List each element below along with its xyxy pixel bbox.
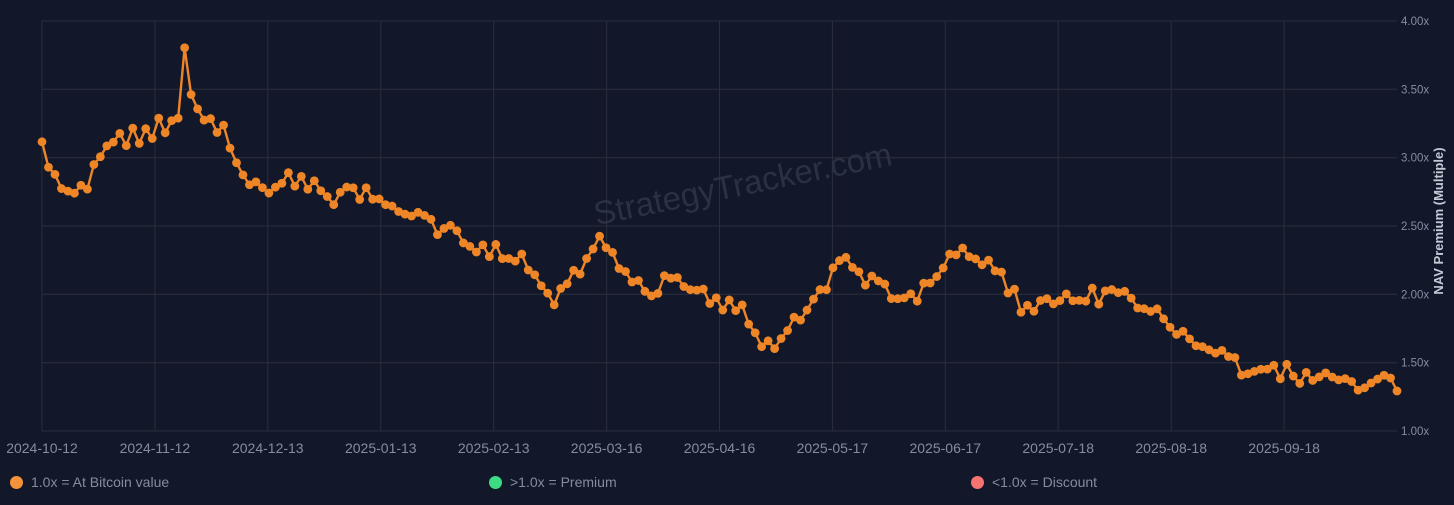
svg-text:2025-01-13: 2025-01-13: [345, 440, 417, 456]
svg-text:4.00x: 4.00x: [1401, 16, 1429, 28]
svg-text:2025-06-17: 2025-06-17: [909, 440, 981, 456]
svg-text:2025-09-18: 2025-09-18: [1248, 440, 1320, 456]
svg-text:3.50x: 3.50x: [1401, 84, 1429, 96]
svg-text:2.50x: 2.50x: [1401, 221, 1429, 233]
svg-text:3.00x: 3.00x: [1401, 153, 1429, 165]
svg-text:1.50x: 1.50x: [1401, 358, 1429, 370]
svg-text:2025-07-18: 2025-07-18: [1022, 440, 1094, 456]
svg-text:1.00x: 1.00x: [1401, 426, 1429, 438]
svg-text:NAV Premium (Multiple): NAV Premium (Multiple): [1431, 147, 1446, 294]
svg-text:2025-08-18: 2025-08-18: [1135, 440, 1207, 456]
svg-text:2025-04-16: 2025-04-16: [684, 440, 756, 456]
svg-text:2025-05-17: 2025-05-17: [797, 440, 869, 456]
svg-text:2024-12-13: 2024-12-13: [232, 440, 304, 456]
svg-text:2025-03-16: 2025-03-16: [571, 440, 643, 456]
svg-text:2024-11-12: 2024-11-12: [120, 440, 191, 456]
svg-text:2025-02-13: 2025-02-13: [458, 440, 530, 456]
svg-text:2024-10-12: 2024-10-12: [6, 440, 78, 456]
svg-text:2.00x: 2.00x: [1401, 289, 1429, 301]
